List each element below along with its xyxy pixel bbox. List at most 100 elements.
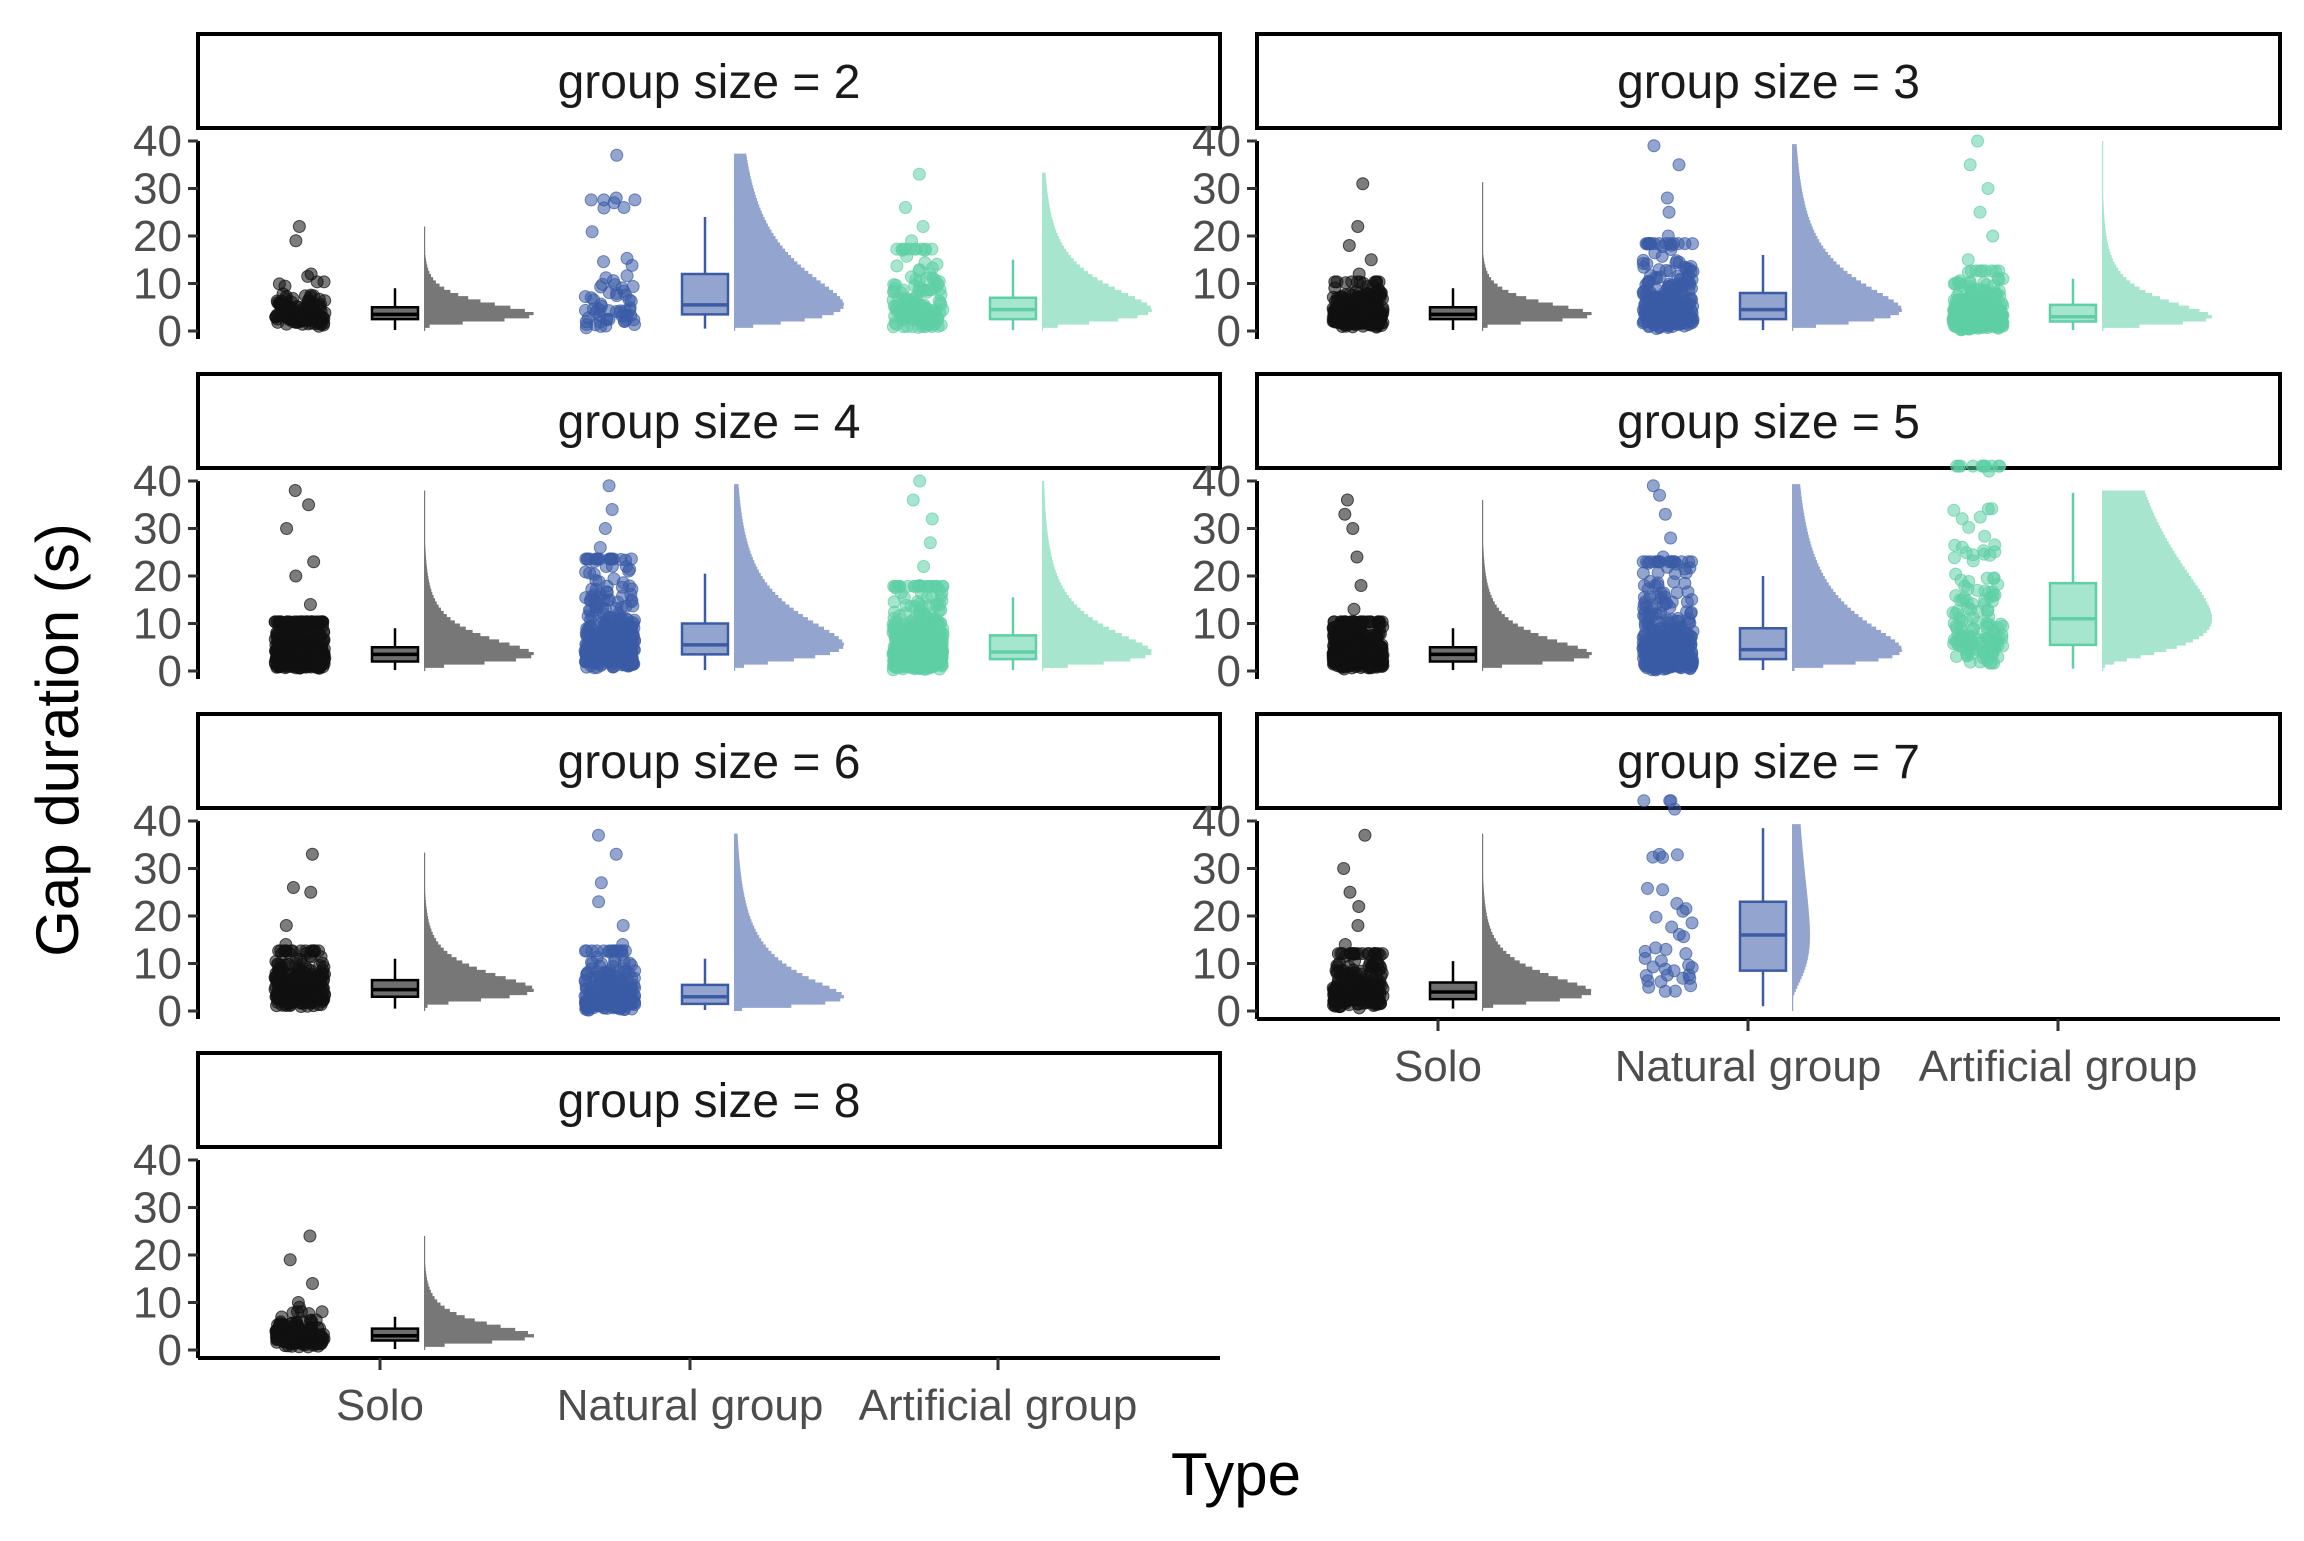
outlier-point (617, 920, 629, 932)
raincloud-artificial-group (1947, 135, 2212, 336)
jitter-points (269, 848, 330, 1012)
data-point (1948, 552, 1960, 564)
outlier-point (1365, 254, 1377, 266)
data-point (933, 276, 945, 288)
outlier-point (907, 494, 919, 506)
outlier-point (924, 537, 936, 549)
data-point (608, 573, 620, 585)
raincloud-solo (269, 485, 534, 675)
outlier-point (1648, 140, 1660, 152)
data-point (1681, 596, 1693, 608)
data-point (889, 660, 901, 672)
data-point (1958, 592, 1970, 604)
raincloud-artificial-group (887, 168, 1152, 333)
data-point (1355, 976, 1367, 988)
facet-strip-label: group size = 3 (1617, 56, 1920, 109)
data-point (1978, 460, 1990, 472)
data-point (917, 617, 929, 629)
y-tick-label: 30 (133, 505, 182, 554)
data-point (1950, 608, 1962, 620)
data-point (615, 988, 627, 1000)
data-point (915, 639, 927, 651)
data-point (920, 663, 932, 675)
y-tick-label: 20 (133, 892, 182, 941)
data-point (891, 260, 903, 272)
y-tick-label: 40 (1192, 797, 1241, 846)
outlier-point (1348, 603, 1360, 615)
y-tick-label: 30 (1192, 845, 1241, 894)
data-point (1639, 945, 1651, 957)
data-point (1649, 580, 1661, 592)
density-cloud (1482, 182, 1592, 331)
data-point (585, 194, 597, 206)
data-point (1678, 261, 1690, 273)
data-point (303, 990, 315, 1002)
data-point (625, 553, 637, 565)
data-point (1650, 310, 1662, 322)
data-point (1637, 317, 1649, 329)
data-point (1955, 460, 1967, 472)
outlier-point (600, 561, 612, 573)
data-point (1653, 321, 1665, 333)
raincloud-solo (270, 221, 534, 333)
data-point (1371, 286, 1383, 298)
data-point (1642, 238, 1654, 250)
outlier-point (1341, 494, 1353, 506)
outlier-point (918, 561, 930, 573)
facet-strip-label: group size = 6 (558, 736, 861, 789)
data-point (579, 304, 591, 316)
outlier-point (1673, 159, 1685, 171)
y-tick-label: 0 (158, 307, 182, 356)
outlier-point (917, 221, 929, 233)
raincloud-artificial-group (1947, 460, 2212, 671)
data-point (623, 967, 635, 979)
data-point (1951, 321, 1963, 333)
jitter-points (270, 221, 331, 333)
data-point (935, 654, 947, 666)
data-point (1970, 321, 1982, 333)
data-point (317, 620, 329, 632)
outlier-point (899, 202, 911, 214)
data-point (1991, 318, 2003, 330)
data-point (1659, 639, 1671, 651)
outlier-point (305, 268, 317, 280)
data-point (590, 584, 602, 596)
data-point (1967, 612, 1979, 624)
data-point (1661, 662, 1673, 674)
outlier-point (308, 556, 320, 568)
data-point (1993, 274, 2005, 286)
data-point (1967, 460, 1979, 472)
box-iqr (990, 635, 1036, 659)
data-point (584, 990, 596, 1002)
outlier-point (593, 896, 605, 908)
data-point (604, 969, 616, 981)
y-tick-label: 0 (1217, 647, 1241, 696)
data-point (626, 583, 638, 595)
y-tick-label: 30 (133, 845, 182, 894)
jitter-points (579, 829, 641, 1016)
outlier-point (1352, 920, 1364, 932)
data-point (1639, 620, 1651, 632)
jitter-points (579, 149, 641, 334)
data-point (584, 553, 596, 565)
data-point (1982, 604, 1994, 616)
outlier-point (1338, 863, 1350, 875)
outlier-point (289, 485, 301, 497)
data-point (287, 293, 299, 305)
outlier-point (303, 499, 315, 511)
data-point (586, 226, 598, 238)
density-cloud (424, 853, 534, 1011)
y-tick-label: 10 (1192, 600, 1241, 649)
data-point (1343, 642, 1355, 654)
data-point (1644, 591, 1656, 603)
y-tick-label: 10 (133, 600, 182, 649)
box-iqr (1740, 293, 1786, 319)
outlier-point (595, 877, 607, 889)
box-iqr (2050, 583, 2096, 645)
jitter-points (1327, 494, 1389, 675)
data-point (311, 658, 323, 670)
data-point (1640, 279, 1652, 291)
outlier-point (906, 235, 918, 247)
data-point (579, 945, 591, 957)
